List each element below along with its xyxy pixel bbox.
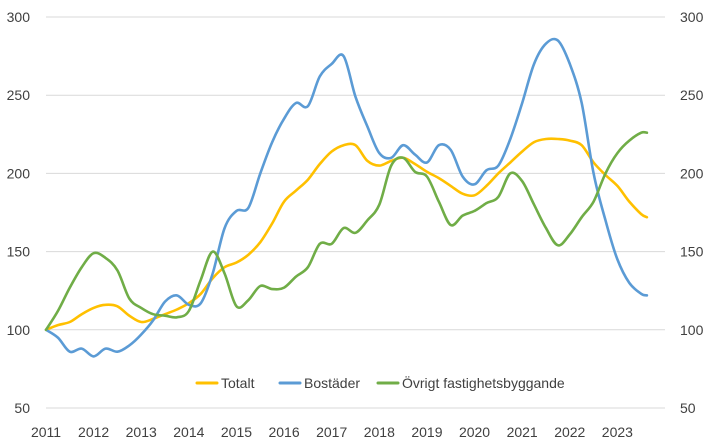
gridlines bbox=[46, 16, 665, 409]
y-tick-label-left: 250 bbox=[7, 87, 31, 103]
y-tick-label-left: 300 bbox=[7, 9, 31, 25]
series-line-totalt bbox=[44, 137, 649, 332]
y-tick-label-left: 150 bbox=[7, 244, 31, 260]
x-tick-label: 2022 bbox=[554, 424, 585, 440]
left-y-axis-ticks: 50 100 150 200 250 300 bbox=[7, 9, 31, 416]
y-tick-label-left: 100 bbox=[7, 322, 31, 338]
legend-label: Övrigt fastighetsbyggande bbox=[402, 374, 565, 391]
series-line-ovrigt bbox=[44, 130, 649, 332]
y-tick-label-right: 300 bbox=[680, 9, 704, 25]
x-tick-label: 2017 bbox=[316, 424, 347, 440]
x-tick-label: 2013 bbox=[126, 424, 157, 440]
x-tick-label: 2018 bbox=[364, 424, 395, 440]
y-tick-label-right: 100 bbox=[680, 322, 704, 338]
y-tick-label-right: 50 bbox=[680, 400, 696, 416]
series-line-bostader bbox=[44, 37, 649, 358]
x-tick-label: 2015 bbox=[221, 424, 252, 440]
right-y-axis-ticks: 50 100 150 200 250 300 bbox=[680, 9, 704, 416]
y-tick-label-left: 200 bbox=[7, 165, 31, 181]
legend: Totalt Bostäder Övrigt fastighetsbyggande bbox=[195, 374, 565, 391]
x-tick-label: 2011 bbox=[31, 424, 61, 440]
x-tick-label: 2020 bbox=[459, 424, 490, 440]
x-tick-label: 2014 bbox=[173, 424, 204, 440]
legend-item: Bostäder bbox=[278, 375, 360, 391]
y-tick-label-left: 50 bbox=[14, 400, 30, 416]
x-tick-label: 2012 bbox=[78, 424, 109, 440]
series-lines bbox=[44, 37, 649, 358]
x-tick-label: 2023 bbox=[602, 424, 633, 440]
x-axis-ticks: 2011 2012 2013 2014 2015 2016 2017 2018 2019 2020… bbox=[31, 424, 633, 440]
legend-label: Totalt bbox=[221, 375, 255, 391]
x-tick-label: 2021 bbox=[507, 424, 538, 440]
legend-item: Totalt bbox=[195, 375, 255, 391]
x-tick-label: 2016 bbox=[268, 424, 299, 440]
y-tick-label-right: 200 bbox=[680, 165, 704, 181]
legend-label: Bostäder bbox=[304, 375, 360, 391]
x-tick-label: 2019 bbox=[411, 424, 442, 440]
y-tick-label-right: 150 bbox=[680, 244, 704, 260]
y-tick-label-right: 250 bbox=[680, 87, 704, 103]
legend-item: Övrigt fastighetsbyggande bbox=[376, 374, 565, 391]
